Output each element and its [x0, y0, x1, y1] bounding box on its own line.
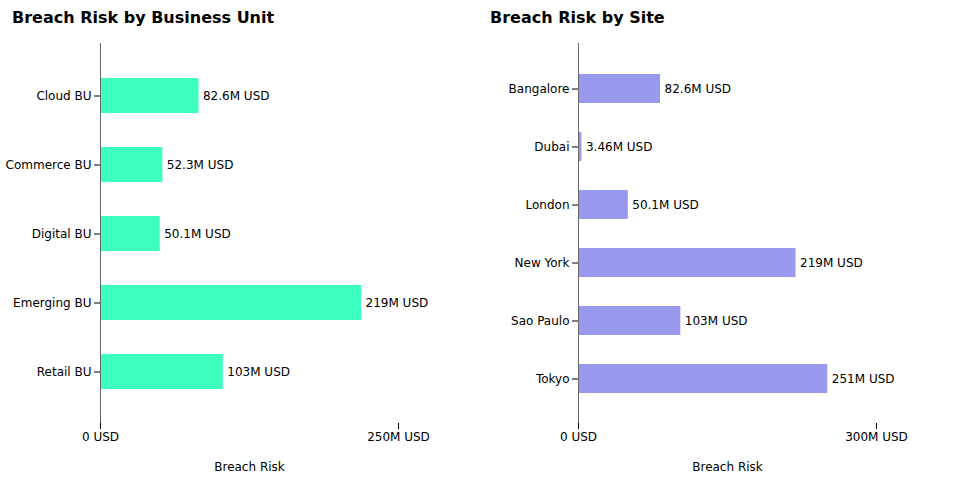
svg-text:0 USD: 0 USD [82, 430, 119, 444]
svg-text:New York: New York [515, 256, 570, 270]
svg-text:251M USD: 251M USD [832, 372, 895, 386]
html-text:Breach Risk by Site: Breach Risk by Site [490, 8, 665, 27]
svg-text:250M USD: 250M USD [367, 430, 430, 444]
svg-text:3.46M USD: 3.46M USD [586, 140, 653, 154]
svg-text:50.1M USD: 50.1M USD [632, 198, 699, 212]
svg-text:219M USD: 219M USD [366, 296, 429, 310]
svg-text:103M USD: 103M USD [227, 365, 290, 379]
svg-text:Emerging BU: Emerging BU [13, 296, 91, 310]
svg-text:0 USD: 0 USD [560, 430, 597, 444]
svg-text:Digital BU: Digital BU [32, 227, 92, 241]
html-text:Breach Risk by Business Unit: Breach Risk by Business Unit [12, 8, 275, 27]
svg-text:London: London [526, 198, 570, 212]
svg-text:82.6M USD: 82.6M USD [203, 89, 270, 103]
svg-text:Dubai: Dubai [534, 140, 569, 154]
svg-text:103M USD: 103M USD [685, 314, 748, 328]
svg-text:Commerce BU: Commerce BU [6, 158, 92, 172]
svg-text:Bangalore: Bangalore [509, 82, 570, 96]
svg-text:219M USD: 219M USD [800, 256, 863, 270]
svg-text:52.3M USD: 52.3M USD [167, 158, 234, 172]
svg-text:Retail BU: Retail BU [37, 365, 92, 379]
svg-text:Breach Risk: Breach Risk [214, 460, 285, 474]
svg-text:Cloud BU: Cloud BU [36, 89, 91, 103]
svg-text:82.6M USD: 82.6M USD [665, 82, 732, 96]
svg-text:Breach Risk: Breach Risk [692, 460, 763, 474]
svg-text:Sao Paulo: Sao Paulo [511, 314, 569, 328]
svg-text:50.1M USD: 50.1M USD [164, 227, 231, 241]
svg-text:Tokyo: Tokyo [535, 372, 570, 386]
svg-text:300M USD: 300M USD [845, 430, 908, 444]
